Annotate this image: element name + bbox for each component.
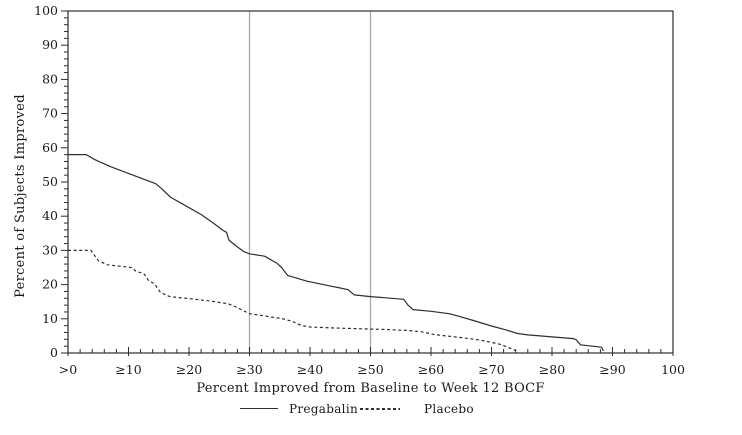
y-axis-title: Percent of Subjects Improved	[13, 94, 28, 298]
legend-solid-line-sample	[240, 408, 278, 411]
legend-dashed-line-sample	[360, 408, 400, 410]
x-tick-label: ≥80	[539, 362, 565, 377]
y-tick-label: 70	[42, 106, 58, 121]
legend-label-placebo: Placebo	[424, 402, 474, 416]
y-tick-label: 50	[42, 174, 58, 189]
y-tick-label: 80	[42, 71, 58, 86]
pregabalin-curve	[68, 154, 604, 352]
x-tick-label: ≥50	[357, 362, 383, 377]
x-tick-label: ≥90	[599, 362, 625, 377]
y-tick-label: 40	[42, 208, 58, 223]
x-tick-label: 100	[661, 362, 685, 377]
x-tick-label: >0	[59, 362, 77, 377]
placebo-curve	[68, 249, 516, 352]
y-tick-label: 0	[50, 345, 58, 360]
x-tick-label: ≥20	[176, 362, 202, 377]
x-tick-label: ≥70	[478, 362, 504, 377]
x-tick-label: ≥30	[236, 362, 262, 377]
legend-label-pregabalin: Pregabalin	[289, 402, 358, 416]
y-tick-label: 60	[42, 140, 58, 155]
y-tick-label: 100	[34, 3, 58, 18]
y-tick-label: 30	[42, 242, 58, 257]
y-tick-label: 90	[42, 37, 58, 52]
x-axis-title: Percent Improved from Baseline to Week 1…	[196, 381, 545, 396]
x-tick-label: ≥60	[418, 362, 444, 377]
x-tick-label: ≥10	[115, 362, 141, 377]
y-tick-label: 20	[42, 277, 58, 292]
x-tick-label: ≥40	[297, 362, 323, 377]
y-tick-label: 10	[42, 311, 58, 326]
